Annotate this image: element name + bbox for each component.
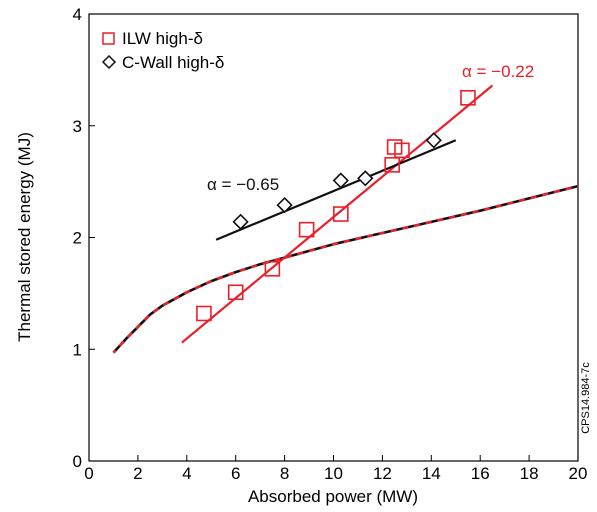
x-tick-label: 20 bbox=[569, 464, 588, 483]
x-tick-label: 8 bbox=[280, 464, 289, 483]
data-markers bbox=[196, 90, 476, 322]
y-tick-label: 4 bbox=[73, 5, 82, 24]
cwall-point bbox=[232, 213, 249, 230]
y-axis-ticks: 0 1 2 3 4 bbox=[73, 5, 95, 471]
ilw-point bbox=[298, 221, 315, 238]
legend: ILW high-δ C-Wall high-δ bbox=[101, 29, 224, 72]
cwall-point bbox=[276, 196, 293, 214]
ilw-point bbox=[196, 305, 212, 322]
ilw-point bbox=[333, 206, 349, 222]
x-axis-ticks: 0 2 4 6 8 10 12 14 16 18 20 bbox=[84, 455, 587, 483]
legend-cwall-label: C-Wall high-δ bbox=[122, 53, 224, 72]
x-tick-label: 18 bbox=[520, 464, 539, 483]
figure-id: CPS14.984-7c bbox=[580, 362, 592, 434]
annotation-alpha-cwall: α = −0.65 bbox=[207, 175, 279, 194]
plot-frame bbox=[88, 13, 579, 462]
fit-lines bbox=[181, 84, 494, 344]
legend-ilw-swatch bbox=[102, 32, 115, 45]
y-tick-label: 1 bbox=[73, 340, 82, 359]
y-axis-title: Thermal stored energy (MJ) bbox=[15, 132, 34, 342]
x-tick-label: 0 bbox=[84, 464, 93, 483]
ilw-point bbox=[384, 157, 400, 173]
y-tick-label: 0 bbox=[73, 452, 82, 471]
y-tick-label: 3 bbox=[73, 117, 82, 136]
scaling-curve-dash bbox=[112, 184, 579, 354]
x-tick-label: 6 bbox=[231, 464, 240, 483]
fit-line-cwall bbox=[215, 139, 457, 241]
ilw-point bbox=[227, 284, 244, 301]
x-tick-label: 10 bbox=[324, 464, 343, 483]
fit-line-ilw bbox=[181, 84, 494, 344]
cwall-point bbox=[332, 172, 349, 189]
x-tick-label: 16 bbox=[471, 464, 490, 483]
cwall-point bbox=[357, 170, 374, 187]
legend-ilw-label: ILW high-δ bbox=[122, 29, 203, 48]
x-axis-title: Absorbed power (MW) bbox=[248, 487, 418, 506]
scaling-curve bbox=[112, 184, 579, 354]
legend-cwall-swatch bbox=[101, 54, 117, 70]
x-tick-label: 4 bbox=[182, 464, 191, 483]
cwall-point bbox=[425, 132, 442, 149]
scaling-curve-line bbox=[112, 184, 579, 354]
x-tick-label: 14 bbox=[422, 464, 441, 483]
ilw-point bbox=[264, 260, 281, 277]
annotation-alpha-ilw: α = −0.22 bbox=[462, 62, 534, 81]
x-tick-label: 12 bbox=[373, 464, 392, 483]
y-tick-label: 2 bbox=[73, 229, 82, 248]
ilw-point bbox=[394, 142, 410, 159]
x-tick-label: 2 bbox=[133, 464, 142, 483]
ilw-point bbox=[460, 90, 476, 106]
